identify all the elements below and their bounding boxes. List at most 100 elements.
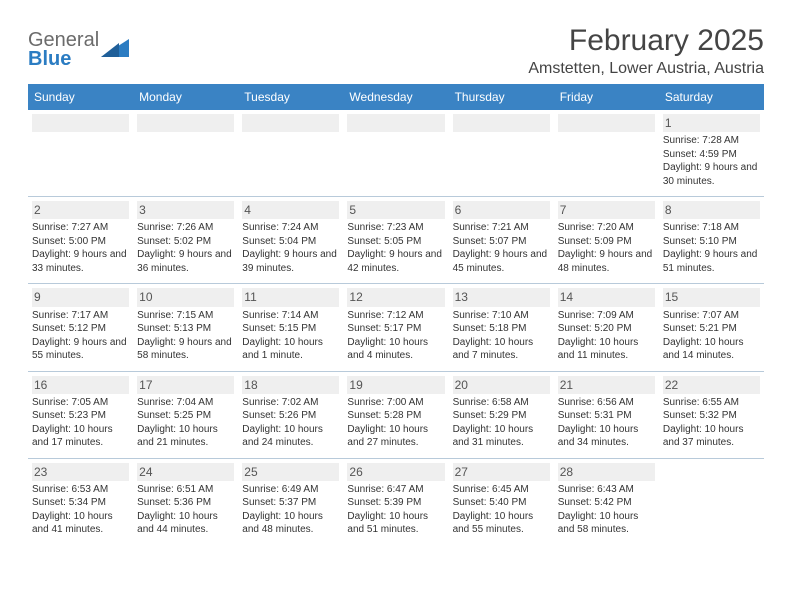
sunrise-text: Sunrise: 7:26 AM [137, 221, 234, 235]
sunset-text: Sunset: 5:34 PM [32, 496, 129, 510]
day-cell: 28Sunrise: 6:43 AMSunset: 5:42 PMDayligh… [554, 459, 659, 545]
sunset-text: Sunset: 5:17 PM [347, 322, 444, 336]
day-cell: 8Sunrise: 7:18 AMSunset: 5:10 PMDaylight… [659, 197, 764, 283]
sunset-text: Sunset: 5:15 PM [242, 322, 339, 336]
day-number: 18 [242, 376, 339, 394]
dow-cell: Sunday [28, 84, 133, 110]
sunrise-text: Sunrise: 7:12 AM [347, 309, 444, 323]
day-cell: 25Sunrise: 6:49 AMSunset: 5:37 PMDayligh… [238, 459, 343, 545]
sunset-text: Sunset: 5:29 PM [453, 409, 550, 423]
sunset-text: Sunset: 5:31 PM [558, 409, 655, 423]
sunset-text: Sunset: 5:05 PM [347, 235, 444, 249]
sunrise-text: Sunrise: 7:15 AM [137, 309, 234, 323]
daylight-text: Daylight: 10 hours and 17 minutes. [32, 423, 129, 450]
dow-cell: Thursday [449, 84, 554, 110]
blank-daynum [32, 114, 129, 132]
day-cell: 22Sunrise: 6:55 AMSunset: 5:32 PMDayligh… [659, 372, 764, 458]
empty-cell [554, 110, 659, 196]
sunrise-text: Sunrise: 7:17 AM [32, 309, 129, 323]
day-number: 8 [663, 201, 760, 219]
day-number: 9 [32, 288, 129, 306]
day-cell: 1Sunrise: 7:28 AMSunset: 4:59 PMDaylight… [659, 110, 764, 196]
blank-daynum [558, 114, 655, 132]
sunrise-text: Sunrise: 7:09 AM [558, 309, 655, 323]
sunset-text: Sunset: 5:28 PM [347, 409, 444, 423]
day-cell: 7Sunrise: 7:20 AMSunset: 5:09 PMDaylight… [554, 197, 659, 283]
day-cell: 21Sunrise: 6:56 AMSunset: 5:31 PMDayligh… [554, 372, 659, 458]
brand-word-2: Blue [28, 50, 99, 68]
empty-cell [238, 110, 343, 196]
day-number: 2 [32, 201, 129, 219]
day-cell: 24Sunrise: 6:51 AMSunset: 5:36 PMDayligh… [133, 459, 238, 545]
dow-cell: Wednesday [343, 84, 448, 110]
sunrise-text: Sunrise: 7:05 AM [32, 396, 129, 410]
sunset-text: Sunset: 5:25 PM [137, 409, 234, 423]
sunrise-text: Sunrise: 6:47 AM [347, 483, 444, 497]
day-cell: 20Sunrise: 6:58 AMSunset: 5:29 PMDayligh… [449, 372, 554, 458]
daylight-text: Daylight: 9 hours and 36 minutes. [137, 248, 234, 275]
day-number: 19 [347, 376, 444, 394]
location-subtitle: Amstetten, Lower Austria, Austria [528, 60, 764, 78]
daylight-text: Daylight: 10 hours and 41 minutes. [32, 510, 129, 537]
daylight-text: Daylight: 9 hours and 48 minutes. [558, 248, 655, 275]
day-of-week-header: SundayMondayTuesdayWednesdayThursdayFrid… [28, 84, 764, 110]
sunset-text: Sunset: 5:12 PM [32, 322, 129, 336]
day-cell: 14Sunrise: 7:09 AMSunset: 5:20 PMDayligh… [554, 284, 659, 370]
day-cell: 17Sunrise: 7:04 AMSunset: 5:25 PMDayligh… [133, 372, 238, 458]
title-block: February 2025 Amstetten, Lower Austria, … [528, 24, 764, 78]
sunset-text: Sunset: 5:32 PM [663, 409, 760, 423]
sunrise-text: Sunrise: 7:28 AM [663, 134, 760, 148]
day-cell: 19Sunrise: 7:00 AMSunset: 5:28 PMDayligh… [343, 372, 448, 458]
day-cell: 11Sunrise: 7:14 AMSunset: 5:15 PMDayligh… [238, 284, 343, 370]
sunrise-text: Sunrise: 7:23 AM [347, 221, 444, 235]
sunrise-text: Sunrise: 6:43 AM [558, 483, 655, 497]
day-number: 22 [663, 376, 760, 394]
sunset-text: Sunset: 5:04 PM [242, 235, 339, 249]
day-number: 27 [453, 463, 550, 481]
day-number: 3 [137, 201, 234, 219]
month-title: February 2025 [528, 24, 764, 58]
day-cell: 3Sunrise: 7:26 AMSunset: 5:02 PMDaylight… [133, 197, 238, 283]
daylight-text: Daylight: 10 hours and 31 minutes. [453, 423, 550, 450]
day-cell: 13Sunrise: 7:10 AMSunset: 5:18 PMDayligh… [449, 284, 554, 370]
day-number: 23 [32, 463, 129, 481]
sunset-text: Sunset: 5:36 PM [137, 496, 234, 510]
sunset-text: Sunset: 5:40 PM [453, 496, 550, 510]
sunrise-text: Sunrise: 7:02 AM [242, 396, 339, 410]
day-number: 24 [137, 463, 234, 481]
sunrise-text: Sunrise: 7:10 AM [453, 309, 550, 323]
sunset-text: Sunset: 5:39 PM [347, 496, 444, 510]
day-cell: 9 Sunrise: 7:17 AMSunset: 5:12 PMDaylight… [28, 284, 133, 370]
header: General Blue February 2025 Amstetten, Lo… [28, 24, 764, 78]
daylight-text: Daylight: 9 hours and 51 minutes. [663, 248, 760, 275]
daylight-text: Daylight: 9 hours and 55 minutes. [32, 336, 129, 363]
sunrise-text: Sunrise: 7:18 AM [663, 221, 760, 235]
day-cell: 26Sunrise: 6:47 AMSunset: 5:39 PMDayligh… [343, 459, 448, 545]
sunrise-text: Sunrise: 6:51 AM [137, 483, 234, 497]
sunrise-text: Sunrise: 7:07 AM [663, 309, 760, 323]
empty-cell [28, 110, 133, 196]
daylight-text: Daylight: 10 hours and 1 minute. [242, 336, 339, 363]
daylight-text: Daylight: 9 hours and 39 minutes. [242, 248, 339, 275]
daylight-text: Daylight: 10 hours and 14 minutes. [663, 336, 760, 363]
day-cell: 4Sunrise: 7:24 AMSunset: 5:04 PMDaylight… [238, 197, 343, 283]
daylight-text: Daylight: 9 hours and 45 minutes. [453, 248, 550, 275]
day-cell: 10Sunrise: 7:15 AMSunset: 5:13 PMDayligh… [133, 284, 238, 370]
daylight-text: Daylight: 10 hours and 51 minutes. [347, 510, 444, 537]
daylight-text: Daylight: 10 hours and 7 minutes. [453, 336, 550, 363]
day-number: 7 [558, 201, 655, 219]
daylight-text: Daylight: 10 hours and 37 minutes. [663, 423, 760, 450]
dow-cell: Friday [554, 84, 659, 110]
day-cell: 6Sunrise: 7:21 AMSunset: 5:07 PMDaylight… [449, 197, 554, 283]
blank-daynum [137, 114, 234, 132]
sunrise-text: Sunrise: 7:27 AM [32, 221, 129, 235]
day-number: 13 [453, 288, 550, 306]
day-number: 15 [663, 288, 760, 306]
daylight-text: Daylight: 9 hours and 58 minutes. [137, 336, 234, 363]
sunset-text: Sunset: 5:37 PM [242, 496, 339, 510]
dow-cell: Monday [133, 84, 238, 110]
sunset-text: Sunset: 5:23 PM [32, 409, 129, 423]
sunset-text: Sunset: 5:07 PM [453, 235, 550, 249]
day-cell: 2Sunrise: 7:27 AMSunset: 5:00 PMDaylight… [28, 197, 133, 283]
empty-cell [133, 110, 238, 196]
